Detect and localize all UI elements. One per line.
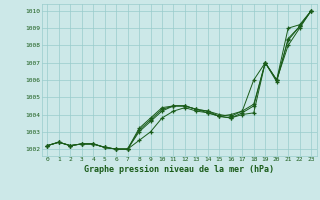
X-axis label: Graphe pression niveau de la mer (hPa): Graphe pression niveau de la mer (hPa) <box>84 165 274 174</box>
